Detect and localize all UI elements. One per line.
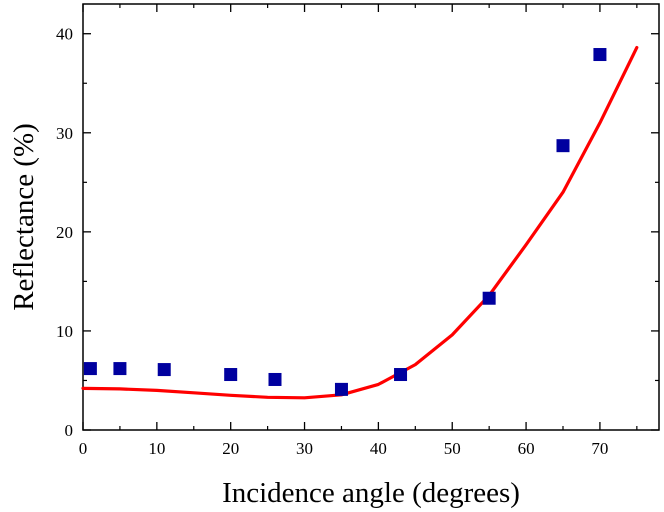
data-point-marker: [593, 48, 607, 62]
y-tick-label: 20: [56, 223, 73, 242]
data-point-marker: [113, 362, 127, 376]
data-point-marker: [556, 139, 570, 153]
data-point-marker: [394, 368, 408, 382]
axis-ticks: [82, 4, 659, 431]
x-tick-label: 40: [370, 439, 387, 458]
x-tick-label: 50: [444, 439, 461, 458]
data-point-marker: [268, 372, 282, 386]
x-axis-title: Incidence angle (degrees): [222, 477, 520, 509]
y-tick-label: 30: [56, 124, 73, 143]
data-point-marker: [224, 368, 238, 382]
data-point-marker: [482, 291, 496, 305]
y-tick-label: 0: [65, 421, 74, 440]
y-tick-label: 40: [56, 25, 73, 44]
y-tick-label: 10: [56, 322, 73, 341]
x-tick-label: 10: [148, 439, 165, 458]
data-point-marker: [83, 362, 97, 376]
plot-frame: [82, 3, 660, 431]
x-tick-label: 70: [591, 439, 608, 458]
fit-curve: [81, 46, 639, 400]
data-series: [81, 46, 639, 400]
y-axis-title: Reflectance (%): [8, 123, 40, 311]
data-point-marker: [334, 382, 348, 396]
x-tick-label: 60: [518, 439, 535, 458]
x-tick-label: 30: [296, 439, 313, 458]
x-tick-label: 0: [79, 439, 88, 458]
x-tick-label: 20: [222, 439, 239, 458]
data-point-marker: [157, 363, 171, 377]
axis-tick-labels: 0 10 20 30 40 50 60 70 0 10 20 30 40: [56, 25, 608, 458]
